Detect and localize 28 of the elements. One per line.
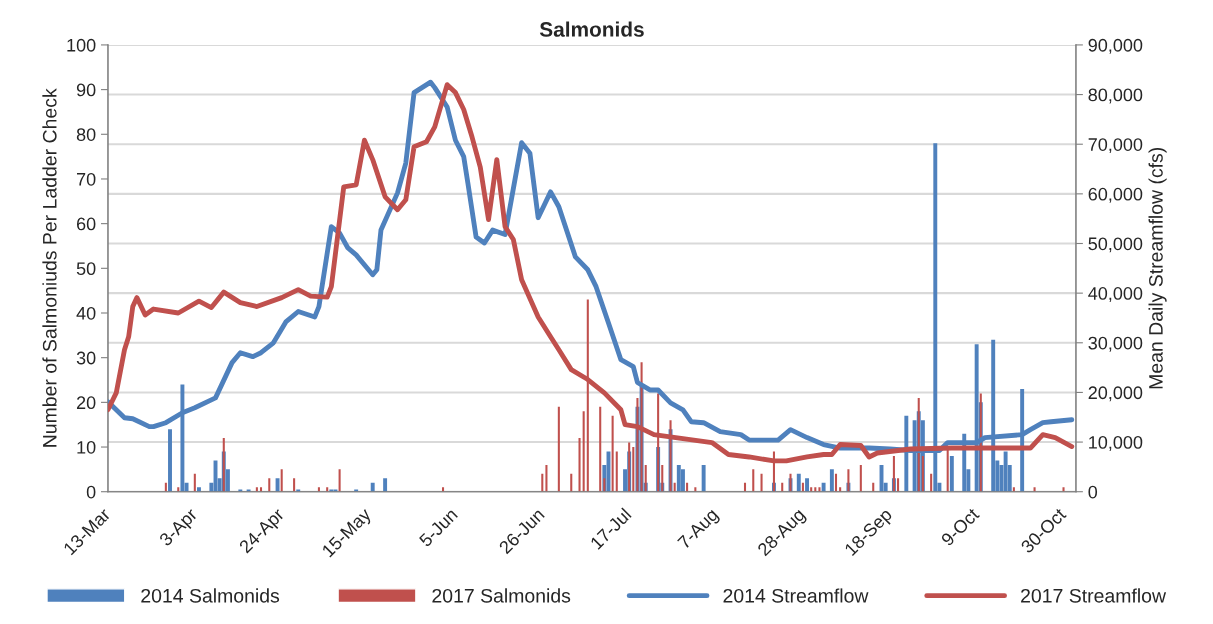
y-tick-label: 90 [76, 83, 96, 97]
y-axis-title: Number of Salmoniuds Per Ladder Check [42, 88, 57, 447]
y2-tick-label: 70,000 [1088, 138, 1143, 154]
y2-tick-label: 90,000 [1088, 38, 1143, 54]
y2-tick-label: 10,000 [1089, 436, 1143, 451]
y2-tick-label: 80,000 [1088, 88, 1143, 104]
legend-label: 2017 Salmonids [432, 588, 571, 603]
y-tick-label: 20 [76, 396, 96, 410]
y-tick-label: 70 [77, 172, 96, 186]
legend-label: 2014 Salmonids [141, 588, 280, 603]
y-tick-label: 30 [76, 351, 96, 365]
y2-axis-title: Mean Daily Streamflow (cfs) [1148, 147, 1167, 389]
legend-label: 2017 Streamflow [1021, 588, 1167, 603]
y-tick-label: 0 [86, 485, 96, 499]
y-tick-label: 100 [67, 38, 96, 52]
y2-tick-label: 60,000 [1088, 187, 1143, 203]
y2-tick-label: 40,000 [1088, 287, 1143, 302]
y-tick-label: 60 [76, 217, 96, 231]
legend-label: 2014 Streamflow [723, 588, 869, 603]
y-tick-label: 10 [77, 440, 96, 454]
y2-tick-label: 50,000 [1088, 237, 1143, 253]
y-tick-label: 80 [76, 128, 96, 141]
y-tick-label: 50 [76, 262, 96, 276]
y-tick-label: 40 [76, 306, 96, 320]
chart-title: Salmonids [539, 21, 644, 37]
y2-tick-label: 20,000 [1088, 386, 1143, 402]
y2-tick-label: 0 [1088, 485, 1098, 499]
y2-tick-label: 30,000 [1088, 336, 1143, 352]
